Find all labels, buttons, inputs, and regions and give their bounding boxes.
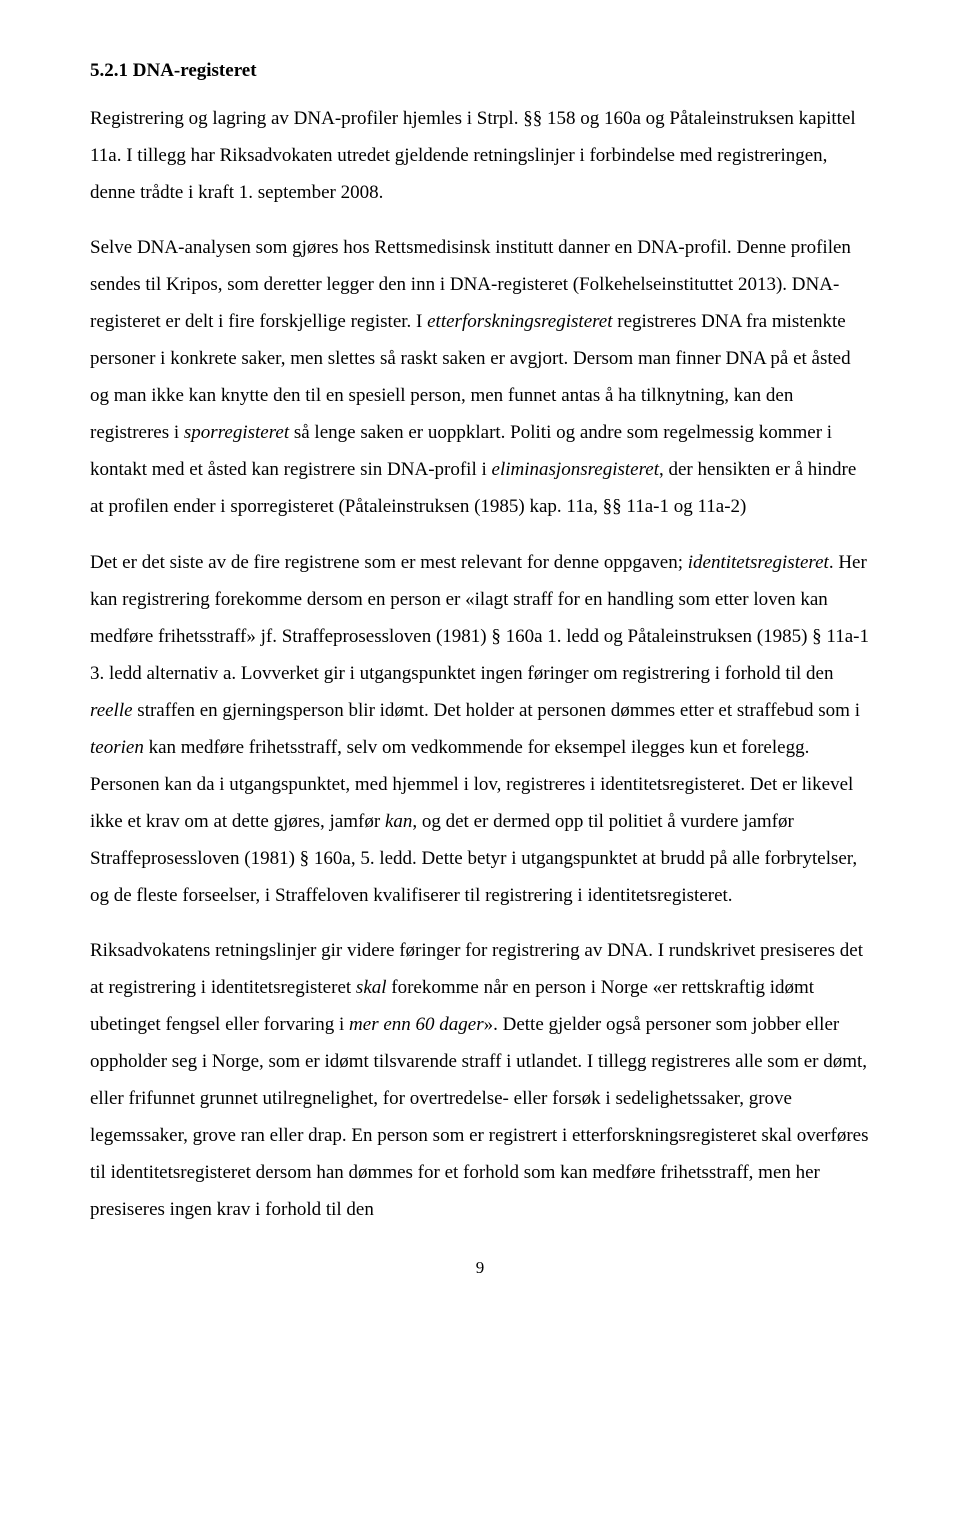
- italic-term: eliminasjonsregisteret: [492, 459, 659, 480]
- italic-term: teorien: [90, 737, 144, 758]
- paragraph-3: Det er det siste av de fire registrene s…: [90, 544, 870, 914]
- italic-term: sporregisteret: [184, 422, 289, 443]
- italic-term: etterforskningsregisteret: [427, 311, 612, 332]
- italic-term: kan: [385, 811, 412, 832]
- italic-term: mer enn 60 dager: [349, 1014, 484, 1035]
- section-heading: 5.2.1 DNA-registeret: [90, 60, 870, 82]
- text-run: ». Dette gjelder også personer som jobbe…: [90, 1014, 868, 1220]
- text-run: straffen en gjerningsperson blir idømt. …: [133, 700, 860, 721]
- text-run: Det er det siste av de fire registrene s…: [90, 552, 688, 573]
- paragraph-4: Riksadvokatens retningslinjer gir videre…: [90, 932, 870, 1228]
- paragraph-2: Selve DNA-analysen som gjøres hos Rettsm…: [90, 229, 870, 525]
- italic-term: identitetsregisteret: [688, 552, 829, 573]
- italic-term: skal: [356, 977, 387, 998]
- italic-term: reelle: [90, 700, 133, 721]
- page-number: 9: [90, 1258, 870, 1278]
- paragraph-1: Registrering og lagring av DNA-profiler …: [90, 100, 870, 211]
